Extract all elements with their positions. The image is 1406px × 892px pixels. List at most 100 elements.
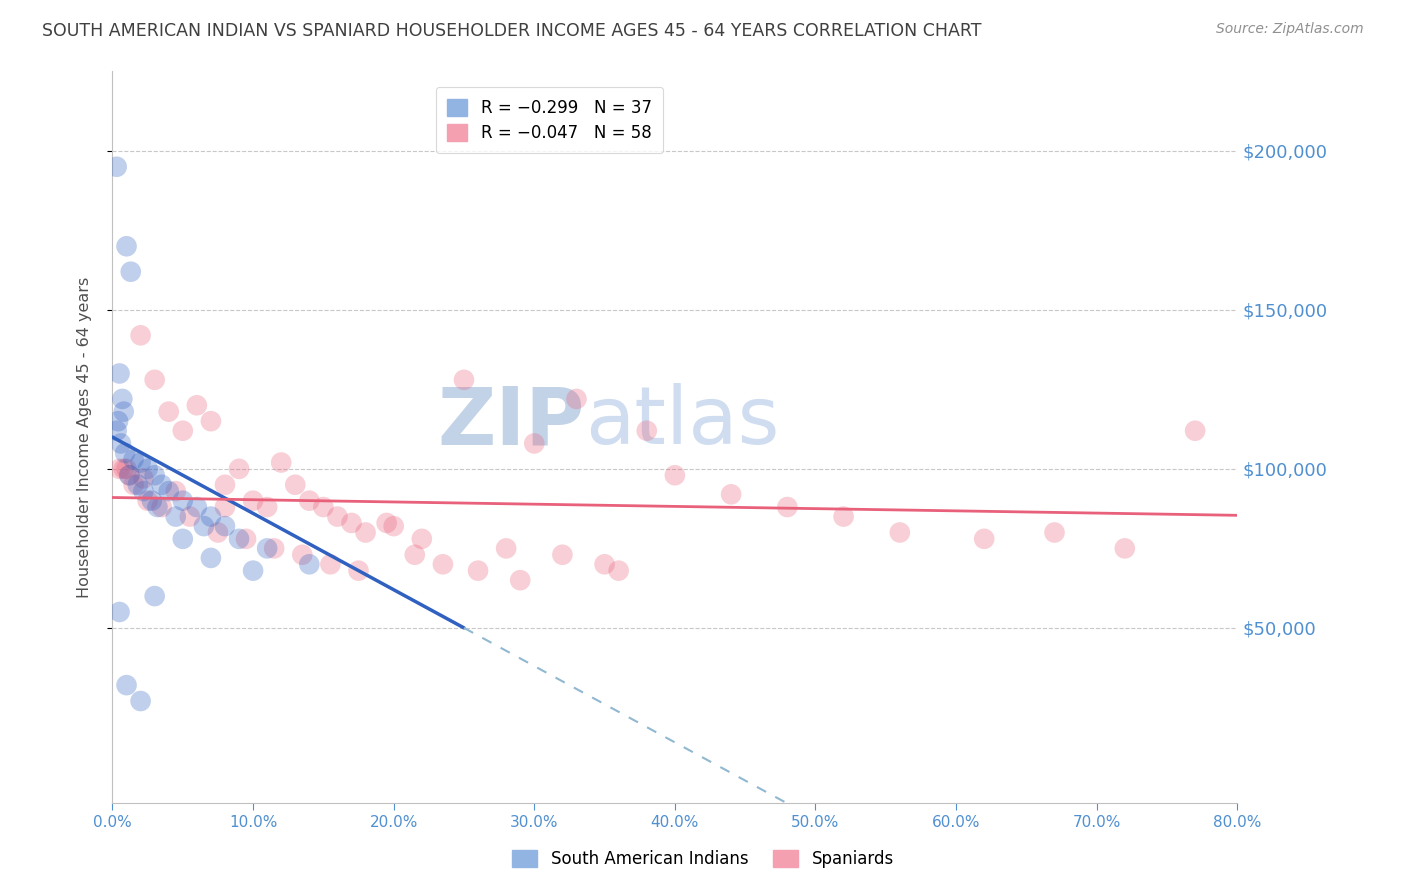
Point [143,589,166,603]
Point [110,436,132,450]
Point [242,564,264,578]
Point [776,500,799,514]
Point [889,525,911,540]
Point [256,500,278,514]
Point [105,160,128,174]
Point [284,477,307,491]
Point [214,519,236,533]
Point [495,541,517,556]
Point [453,373,475,387]
Point [593,558,616,572]
Point [509,573,531,587]
Point [111,392,134,406]
Point [1043,525,1066,540]
Point [326,509,349,524]
Point [607,564,630,578]
Legend: R = −0.299   N = 37, R = −0.047   N = 58: R = −0.299 N = 37, R = −0.047 N = 58 [436,87,664,153]
Point [467,564,489,578]
Point [127,477,149,491]
Point [565,392,588,406]
Text: atlas: atlas [585,384,779,461]
Point [1184,424,1206,438]
Point [107,414,129,428]
Point [122,477,145,491]
Point [411,532,433,546]
Point [157,484,180,499]
Point [146,500,169,514]
Point [157,404,180,418]
Point [228,532,250,546]
Point [112,462,135,476]
Point [200,414,222,428]
Point [347,564,370,578]
Point [136,462,159,476]
Point [214,477,236,491]
Point [122,452,145,467]
Point [108,605,131,619]
Point [720,487,742,501]
Point [165,509,187,524]
Point [132,484,155,499]
Point [172,532,194,546]
Point [200,509,222,524]
Point [136,493,159,508]
Point [150,500,173,514]
Text: Source: ZipAtlas.com: Source: ZipAtlas.com [1216,22,1364,37]
Point [193,519,215,533]
Point [354,525,377,540]
Text: ZIP: ZIP [437,384,585,461]
Point [172,424,194,438]
Point [523,436,546,450]
Point [129,456,152,470]
Point [270,456,292,470]
Point [404,548,426,562]
Point [115,678,138,692]
Point [179,509,201,524]
Point [375,516,398,530]
Point [207,525,229,540]
Point [132,471,155,485]
Point [263,541,285,556]
Point [108,367,131,381]
Point [319,558,342,572]
Point [256,541,278,556]
Point [298,493,321,508]
Point [115,462,138,476]
Point [143,373,166,387]
Point [228,462,250,476]
Point [432,558,454,572]
Point [242,493,264,508]
Point [165,484,187,499]
Y-axis label: Householder Income Ages 45 - 64 years: Householder Income Ages 45 - 64 years [77,277,91,598]
Point [114,446,136,460]
Point [298,558,321,572]
Point [118,468,141,483]
Point [143,468,166,483]
Point [115,239,138,253]
Point [382,519,405,533]
Point [172,493,194,508]
Point [150,477,173,491]
Point [551,548,574,562]
Point [186,398,208,412]
Text: SOUTH AMERICAN INDIAN VS SPANIARD HOUSEHOLDER INCOME AGES 45 - 64 YEARS CORRELAT: SOUTH AMERICAN INDIAN VS SPANIARD HOUSEH… [42,22,981,40]
Point [186,500,208,514]
Point [118,468,141,483]
Point [340,516,363,530]
Point [664,468,686,483]
Point [973,532,995,546]
Point [1114,541,1136,556]
Point [112,404,135,418]
Point [105,424,128,438]
Point [832,509,855,524]
Point [141,493,163,508]
Point [291,548,314,562]
Point [636,424,658,438]
Point [200,550,222,565]
Point [312,500,335,514]
Point [214,500,236,514]
Point [120,265,142,279]
Point [235,532,257,546]
Point [129,694,152,708]
Legend: South American Indians, Spaniards: South American Indians, Spaniards [506,843,900,875]
